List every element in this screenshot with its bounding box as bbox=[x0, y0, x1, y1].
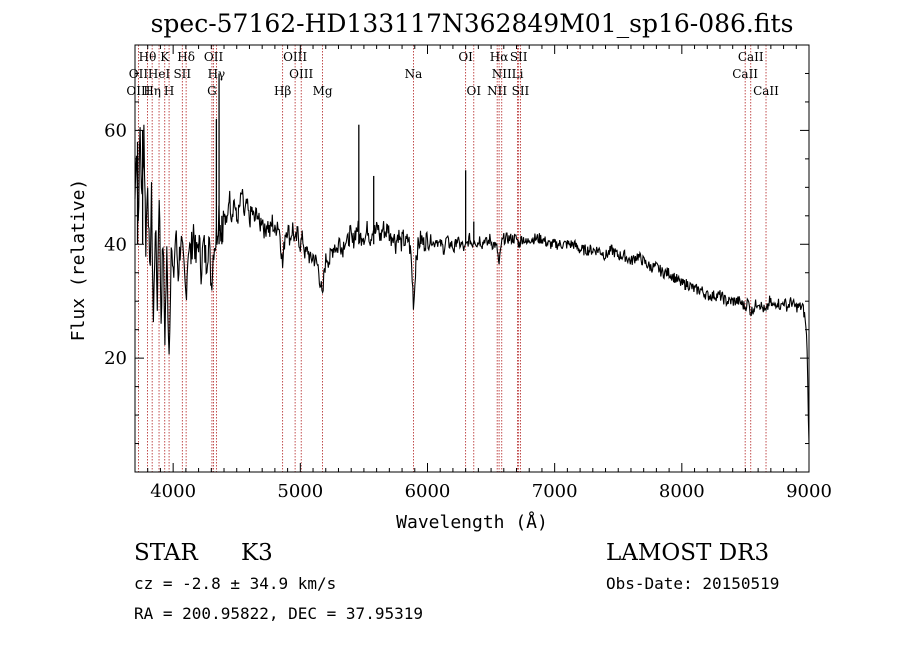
x-axis-label: Wavelength (Å) bbox=[396, 511, 548, 533]
observation-date: Obs-Date: 20150519 bbox=[606, 574, 780, 593]
marker-label: Mg bbox=[313, 84, 333, 98]
x-tick-label: 9000 bbox=[786, 481, 832, 502]
marker-label: Hη bbox=[143, 84, 161, 98]
coordinates: RA = 200.95822, DEC = 37.95319 bbox=[134, 604, 423, 623]
marker-label: Hγ bbox=[208, 67, 226, 81]
y-tick-label: 20 bbox=[104, 348, 127, 369]
marker-label: CaII bbox=[753, 84, 779, 98]
marker-label: Hβ bbox=[274, 84, 291, 98]
marker-label: Hθ bbox=[139, 50, 157, 64]
marker-label: SII bbox=[173, 67, 191, 81]
marker-label: H bbox=[164, 84, 174, 98]
marker-label: Li bbox=[512, 67, 524, 81]
axis-ticks bbox=[135, 45, 810, 472]
marker-label: OII bbox=[204, 50, 224, 64]
y-tick-label: 60 bbox=[104, 120, 127, 141]
marker-label: OII bbox=[129, 67, 149, 81]
marker-label: Hδ bbox=[177, 50, 195, 64]
object-class: STAR bbox=[134, 540, 198, 566]
y-axis-label: Flux (relative) bbox=[68, 179, 89, 342]
marker-label: OI bbox=[458, 50, 473, 64]
spectrum-line bbox=[134, 124, 810, 444]
marker-label: OI bbox=[466, 84, 481, 98]
series-layer bbox=[134, 73, 810, 444]
marker-label: HeI bbox=[148, 67, 171, 81]
marker-label: SII bbox=[510, 50, 528, 64]
marker-label: OIII bbox=[283, 50, 307, 64]
marker-label: OIII bbox=[126, 84, 150, 98]
marker-label: NII bbox=[487, 84, 507, 98]
x-tick-label: 4000 bbox=[150, 481, 196, 502]
marker-label: CaII bbox=[738, 50, 764, 64]
x-tick-label: 7000 bbox=[532, 481, 578, 502]
tick-labels: 4000 5000 6000 7000 8000 9000 20 40 60 bbox=[104, 120, 832, 502]
marker-label: Na bbox=[405, 67, 423, 81]
x-tick-label: 6000 bbox=[405, 481, 451, 502]
survey-name: LAMOST DR3 bbox=[606, 540, 770, 566]
marker-label: OIII bbox=[289, 67, 313, 81]
marker-label: Hα bbox=[490, 50, 509, 64]
marker-lines bbox=[138, 45, 767, 472]
redshift-cz: cz = -2.8 ± 34.9 km/s bbox=[134, 574, 337, 593]
y-tick-label: 40 bbox=[104, 234, 127, 255]
marker-label: SII bbox=[512, 84, 530, 98]
chart-title: spec-57162-HD133117N362849M01_sp16-086.f… bbox=[151, 9, 794, 38]
x-tick-label: 5000 bbox=[277, 481, 323, 502]
marker-label: K bbox=[160, 50, 170, 64]
marker-label: CaII bbox=[732, 67, 758, 81]
plot-frame bbox=[134, 44, 810, 473]
object-subclass: K3 bbox=[241, 540, 273, 566]
marker-label: NII bbox=[492, 67, 512, 81]
marker-label: G bbox=[207, 84, 217, 98]
x-tick-label: 8000 bbox=[659, 481, 705, 502]
